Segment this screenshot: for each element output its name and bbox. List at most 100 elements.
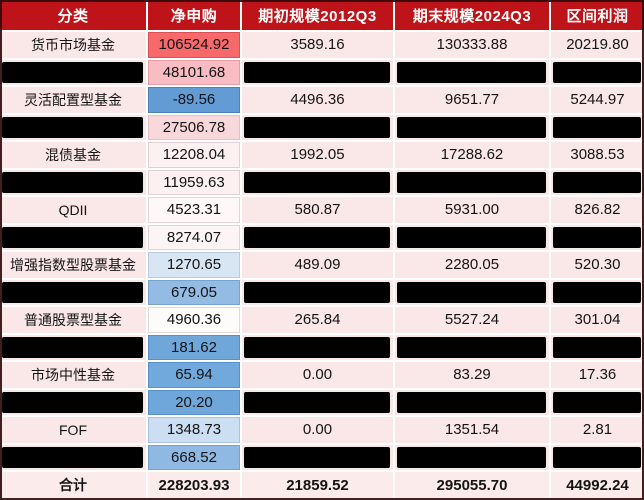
redaction-bar: [397, 171, 546, 194]
initial-scale-cell: [242, 224, 395, 253]
redaction-bar: [2, 336, 143, 359]
final-scale-cell: 295055.70: [395, 472, 551, 500]
column-header-category: 分类: [0, 0, 148, 32]
category-cell: [0, 59, 148, 88]
final-scale-cell: [395, 169, 551, 198]
net-subscription-cell: 65.94: [148, 362, 242, 390]
redaction-bar: [244, 446, 390, 469]
interval-profit-cell: 3088.53: [551, 142, 644, 170]
interval-profit-cell: 17.36: [551, 362, 644, 390]
net-subscription-cell: 106524.92: [148, 32, 242, 60]
interval-profit-cell: 20219.80: [551, 32, 644, 60]
category-cell: 市场中性基金: [0, 362, 148, 390]
interval-profit-cell: 44992.24: [551, 472, 644, 500]
category-cell: FOF: [0, 417, 148, 445]
net-subscription-cell: 12208.04: [148, 142, 242, 170]
interval-profit-cell: [551, 389, 644, 418]
interval-profit-cell: [551, 334, 644, 363]
category-cell: [0, 169, 148, 198]
net-subscription-cell: 228203.93: [148, 472, 242, 500]
final-scale-cell: 5527.24: [395, 307, 551, 335]
redaction-bar: [397, 336, 546, 359]
redaction-bar: [397, 226, 546, 249]
initial-scale-cell: [242, 114, 395, 143]
category-cell: [0, 114, 148, 143]
redaction-bar: [553, 391, 641, 414]
interval-profit-cell: 826.82: [551, 197, 644, 225]
initial-scale-cell: 3589.16: [242, 32, 395, 60]
category-cell: 增强指数型股票基金: [0, 252, 148, 280]
redaction-bar: [553, 446, 641, 469]
interval-profit-cell: [551, 114, 644, 143]
initial-scale-cell: 21859.52: [242, 472, 395, 500]
final-scale-cell: [395, 389, 551, 418]
final-scale-cell: 5931.00: [395, 197, 551, 225]
category-cell: 普通股票型基金: [0, 307, 148, 335]
final-scale-cell: [395, 59, 551, 88]
category-cell: [0, 279, 148, 308]
initial-scale-cell: 4496.36: [242, 87, 395, 115]
final-scale-cell: [395, 224, 551, 253]
redaction-bar: [2, 226, 143, 249]
category-cell: 货币市场基金: [0, 32, 148, 60]
redaction-bar: [244, 391, 390, 414]
category-cell: [0, 444, 148, 473]
redaction-bar: [244, 61, 390, 84]
initial-scale-cell: [242, 59, 395, 88]
final-scale-cell: 17288.62: [395, 142, 551, 170]
initial-scale-cell: 1992.05: [242, 142, 395, 170]
final-scale-cell: 1351.54: [395, 417, 551, 445]
initial-scale-cell: 580.87: [242, 197, 395, 225]
redaction-bar: [244, 226, 390, 249]
redaction-bar: [2, 391, 143, 414]
interval-profit-cell: [551, 444, 644, 473]
redaction-bar: [244, 281, 390, 304]
initial-scale-cell: [242, 334, 395, 363]
column-header-final-scale: 期末规模2024Q3: [395, 0, 551, 32]
net-subscription-cell: 668.52: [148, 444, 242, 473]
redaction-bar: [244, 171, 390, 194]
interval-profit-cell: 301.04: [551, 307, 644, 335]
category-cell: [0, 389, 148, 418]
final-scale-cell: [395, 279, 551, 308]
final-scale-cell: [395, 444, 551, 473]
final-scale-cell: 2280.05: [395, 252, 551, 280]
category-cell: 混债基金: [0, 142, 148, 170]
initial-scale-cell: 489.09: [242, 252, 395, 280]
redaction-bar: [397, 116, 546, 139]
redaction-bar: [397, 446, 546, 469]
category-cell: QDII: [0, 197, 148, 225]
category-cell: [0, 224, 148, 253]
redaction-bar: [2, 61, 143, 84]
net-subscription-cell: 679.05: [148, 279, 242, 308]
interval-profit-cell: [551, 279, 644, 308]
net-subscription-cell: 8274.07: [148, 224, 242, 253]
net-subscription-cell: 27506.78: [148, 114, 242, 143]
category-cell: 合计: [0, 472, 148, 500]
initial-scale-cell: [242, 169, 395, 198]
net-subscription-cell: 20.20: [148, 389, 242, 418]
final-scale-cell: 83.29: [395, 362, 551, 390]
redaction-bar: [2, 116, 143, 139]
redaction-bar: [244, 336, 390, 359]
final-scale-cell: 130333.88: [395, 32, 551, 60]
net-subscription-cell: 4960.36: [148, 307, 242, 335]
redaction-bar: [2, 171, 143, 194]
interval-profit-cell: 5244.97: [551, 87, 644, 115]
initial-scale-cell: [242, 389, 395, 418]
interval-profit-cell: 520.30: [551, 252, 644, 280]
final-scale-cell: 9651.77: [395, 87, 551, 115]
interval-profit-cell: 2.81: [551, 417, 644, 445]
category-cell: [0, 334, 148, 363]
redaction-bar: [553, 226, 641, 249]
category-cell: 灵活配置型基金: [0, 87, 148, 115]
initial-scale-cell: [242, 279, 395, 308]
redaction-bar: [553, 281, 641, 304]
net-subscription-cell: 1270.65: [148, 252, 242, 280]
initial-scale-cell: 265.84: [242, 307, 395, 335]
interval-profit-cell: [551, 169, 644, 198]
redaction-bar: [553, 116, 641, 139]
redaction-bar: [397, 281, 546, 304]
redaction-bar: [553, 61, 641, 84]
interval-profit-cell: [551, 59, 644, 88]
